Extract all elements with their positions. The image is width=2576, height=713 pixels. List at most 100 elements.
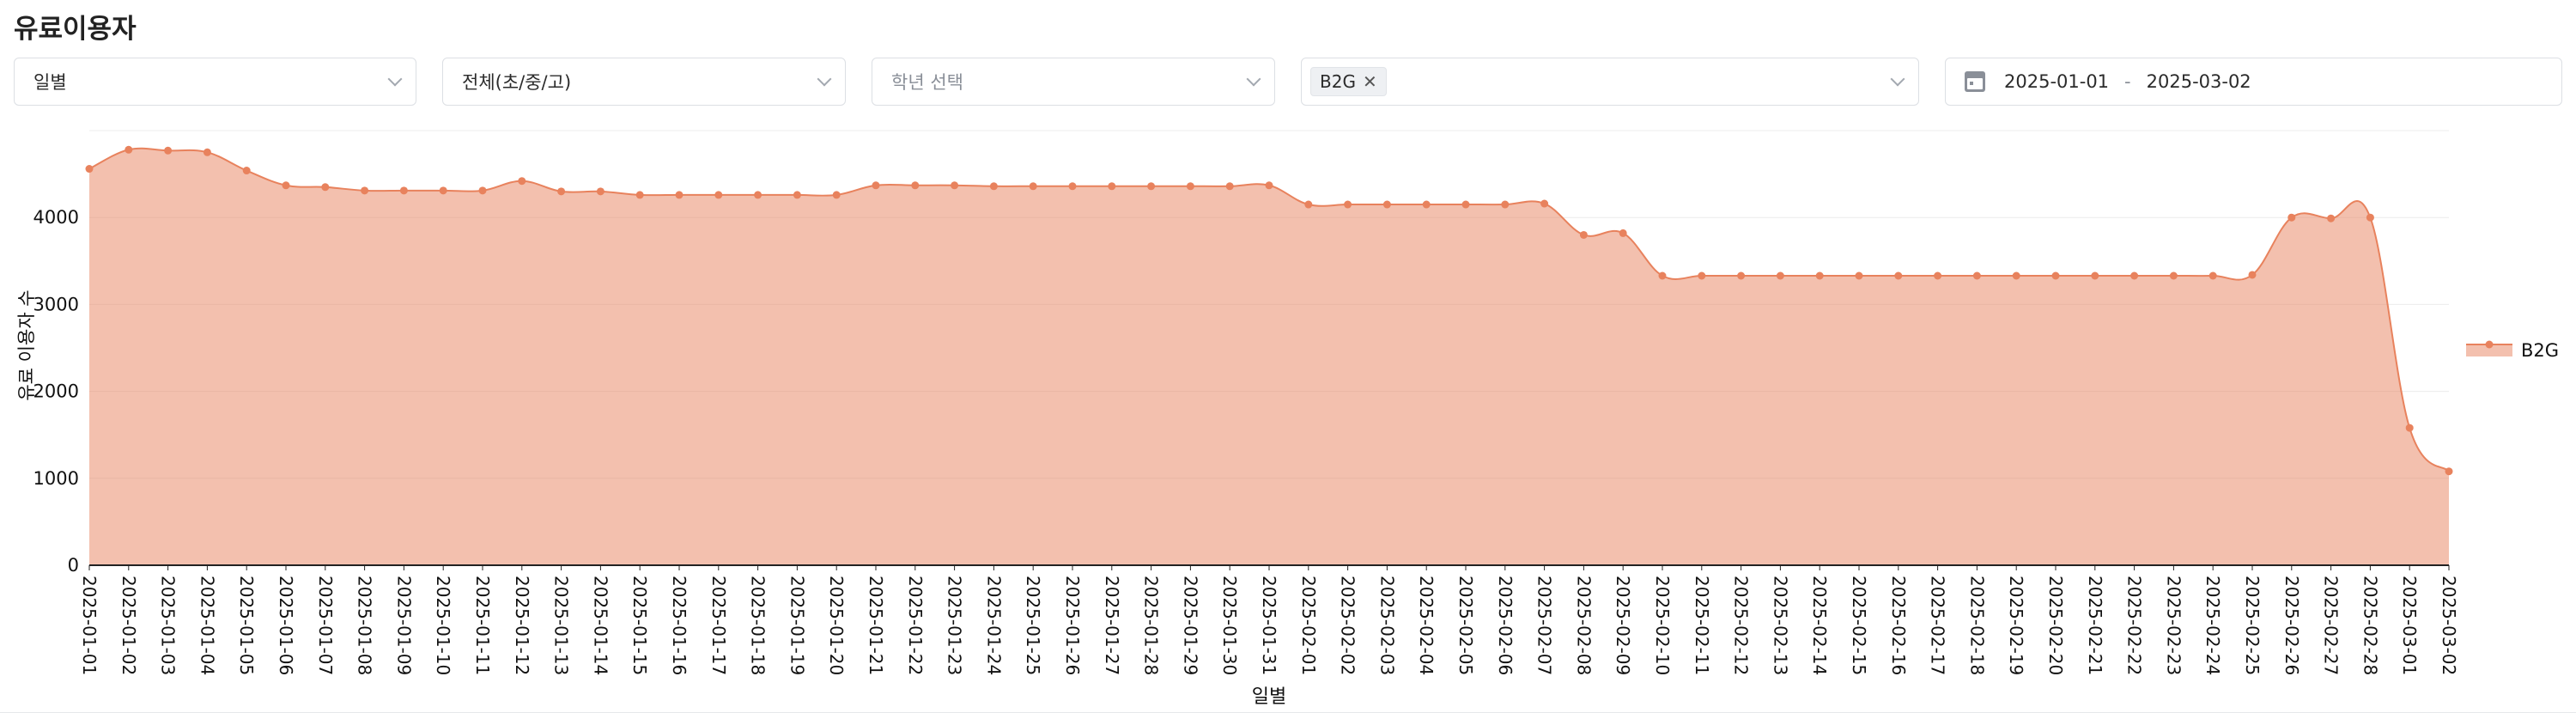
data-point (714, 191, 723, 199)
y-tick-label: 0 (68, 555, 79, 576)
data-point (1579, 230, 1588, 239)
x-tick-label: 2025-01-07 (315, 576, 336, 675)
data-point (164, 146, 173, 155)
data-point (2051, 271, 2060, 280)
x-tick-label: 2025-01-01 (79, 576, 100, 675)
x-tick-label: 2025-02-17 (1928, 576, 1948, 675)
data-point (557, 187, 566, 196)
data-point (2405, 424, 2414, 432)
x-tick-label: 2025-02-26 (2281, 576, 2302, 675)
x-tick-label: 2025-01-02 (118, 576, 139, 675)
x-tick-label: 2025-02-08 (1573, 576, 1594, 675)
chevron-down-icon (1246, 71, 1261, 87)
date-separator: - (2124, 71, 2131, 92)
data-point (872, 181, 880, 190)
data-point (911, 181, 920, 190)
data-point (675, 191, 683, 199)
data-point (1698, 271, 1706, 280)
school-level-select[interactable]: 전체(초/중/고) (442, 58, 846, 106)
data-point (1658, 271, 1667, 280)
chevron-down-icon (387, 71, 403, 87)
close-icon[interactable]: ✕ (1362, 71, 1377, 92)
data-point (1422, 200, 1431, 209)
data-point (85, 165, 94, 174)
x-tick-label: 2025-01-08 (355, 576, 375, 675)
series-line-b2g (88, 147, 2450, 472)
data-point (1029, 182, 1037, 191)
data-point (1068, 182, 1077, 191)
x-tick-label: 2025-02-07 (1534, 576, 1555, 675)
x-tick-label: 2025-02-09 (1613, 576, 1633, 675)
x-tick-label: 2025-02-05 (1455, 576, 1476, 675)
x-tick-label: 2025-01-29 (1180, 576, 1200, 675)
data-point (832, 191, 841, 199)
page-title: 유료이용자 (14, 14, 137, 45)
data-point (1540, 199, 1549, 208)
x-tick-label: 2025-02-01 (1298, 576, 1319, 675)
data-point (399, 186, 408, 195)
x-tick-label: 2025-03-02 (2439, 576, 2459, 675)
data-point (1304, 200, 1313, 209)
x-tick-label: 2025-02-24 (2202, 576, 2223, 675)
x-tick-label: 2025-02-13 (1770, 576, 1790, 675)
tag-select[interactable]: B2G ✕ (1301, 58, 1919, 106)
data-point (1225, 182, 1234, 191)
legend-marker (2485, 340, 2494, 349)
data-point (1737, 271, 1746, 280)
x-tick-label: 2025-01-04 (197, 576, 217, 675)
data-point (1894, 271, 1903, 280)
data-point (2169, 271, 2178, 280)
data-point (1344, 200, 1352, 209)
data-point (1108, 182, 1116, 191)
x-tick-label: 2025-02-03 (1376, 576, 1397, 675)
y-tick-label: 1000 (33, 468, 79, 489)
school-level-select-value: 전체(초/중/고) (462, 72, 572, 93)
data-point (1186, 182, 1194, 191)
x-tick-label: 2025-02-27 (2321, 576, 2342, 675)
x-tick-label: 2025-02-16 (1888, 576, 1909, 675)
x-tick-label: 2025-01-13 (551, 576, 572, 675)
data-point (2208, 271, 2217, 280)
period-select[interactable]: 일별 (14, 58, 416, 106)
data-point (361, 186, 369, 195)
data-point (1382, 200, 1391, 209)
data-point (2248, 271, 2257, 279)
x-tick-label: 2025-01-14 (590, 576, 611, 675)
x-tick-label: 2025-01-21 (866, 576, 886, 675)
data-point (635, 191, 644, 199)
x-tick-label: 2025-02-22 (2124, 576, 2145, 675)
x-tick-label: 2025-01-12 (512, 576, 532, 675)
chevron-down-icon (817, 71, 832, 87)
y-tick-label: 2000 (33, 381, 79, 402)
date-end[interactable]: 2025-03-02 (2146, 71, 2251, 92)
x-tick-label: 2025-01-28 (1141, 576, 1162, 675)
date-start[interactable]: 2025-01-01 (2004, 71, 2110, 92)
x-tick-label: 2025-01-19 (787, 576, 807, 675)
date-range-picker[interactable]: 2025-01-01 - 2025-03-02 (1945, 58, 2562, 106)
x-tick-label: 2025-02-11 (1692, 576, 1712, 675)
data-point (2327, 214, 2336, 222)
x-tick-label: 2025-02-18 (1966, 576, 1987, 675)
data-point (242, 167, 251, 175)
data-point (1855, 271, 1863, 280)
x-tick-label: 2025-01-09 (393, 576, 414, 675)
data-point (989, 182, 998, 191)
x-tick-label: 2025-01-30 (1219, 576, 1240, 675)
data-point (1815, 271, 1824, 280)
data-point (754, 191, 762, 199)
data-point (2445, 467, 2453, 476)
data-point (282, 181, 290, 190)
data-point (2287, 213, 2296, 222)
data-point (1934, 271, 1942, 280)
x-tick-label: 2025-01-03 (158, 576, 179, 675)
x-tick-label: 2025-01-05 (236, 576, 257, 675)
x-tick-label: 2025-01-06 (276, 576, 296, 675)
tag-chip-label: B2G (1320, 71, 1356, 92)
data-point (951, 181, 959, 190)
grade-select[interactable]: 학년 선택 (872, 58, 1275, 106)
calendar-icon (1965, 71, 1985, 92)
x-tick-label: 2025-01-16 (669, 576, 690, 675)
x-tick-label: 2025-01-22 (905, 576, 926, 675)
data-point (1776, 271, 1784, 280)
x-tick-label: 2025-02-20 (2045, 576, 2066, 675)
